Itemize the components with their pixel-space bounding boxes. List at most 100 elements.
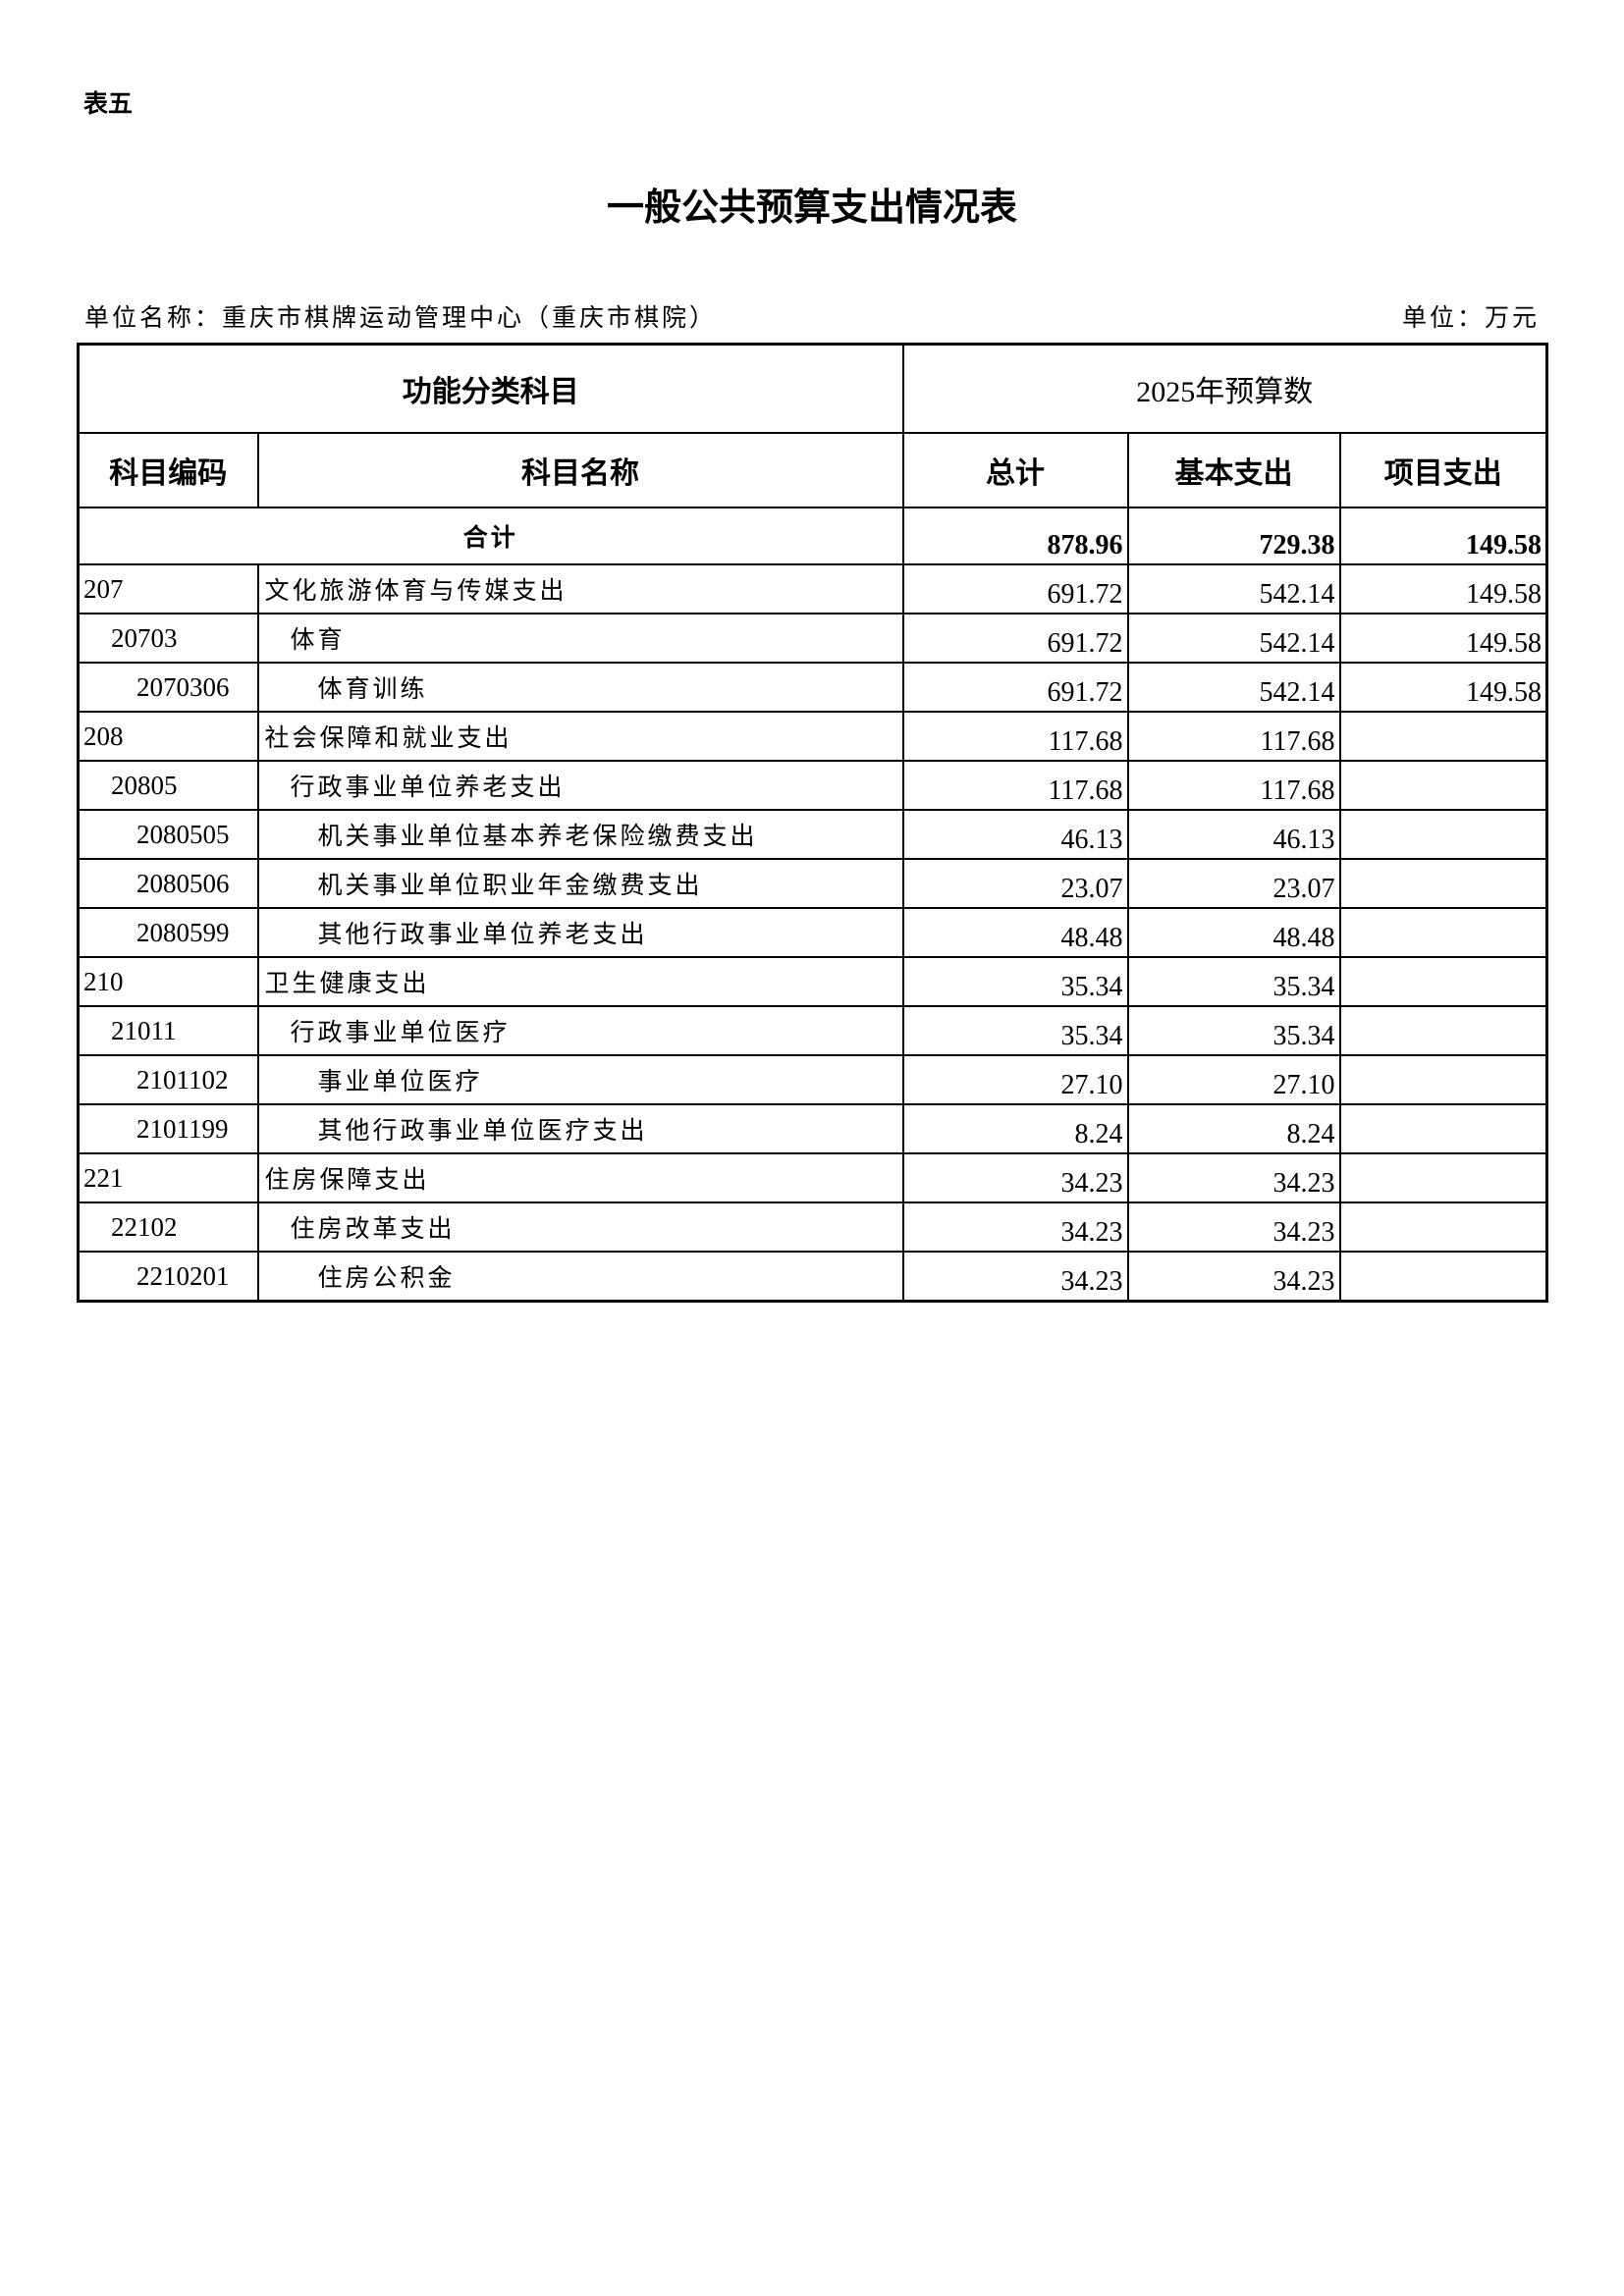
row-basic: 34.23 xyxy=(1126,1251,1341,1303)
row-total: 48.48 xyxy=(901,907,1129,958)
row-total: 8.24 xyxy=(901,1103,1129,1154)
row-code: 2101199 xyxy=(77,1103,259,1154)
header-basic: 基本支出 xyxy=(1126,432,1341,508)
row-code: 2070306 xyxy=(77,662,259,713)
row-basic: 27.10 xyxy=(1126,1054,1341,1105)
table-row: 208 社会保障和就业支出 117.68 117.68 xyxy=(77,711,1548,762)
row-name: 体育 xyxy=(256,613,904,664)
row-total: 691.72 xyxy=(901,613,1129,664)
row-code: 210 xyxy=(77,956,259,1007)
row-name: 文化旅游体育与传媒支出 xyxy=(256,563,904,614)
row-project xyxy=(1338,956,1548,1007)
row-code: 2101102 xyxy=(77,1054,259,1105)
row-basic: 117.68 xyxy=(1126,711,1341,762)
row-name: 卫生健康支出 xyxy=(256,956,904,1007)
row-name: 住房改革支出 xyxy=(256,1201,904,1253)
row-total: 691.72 xyxy=(901,563,1129,614)
row-total: 46.13 xyxy=(901,809,1129,860)
row-project xyxy=(1338,1005,1548,1056)
row-code: 221 xyxy=(77,1152,259,1203)
row-total: 35.34 xyxy=(901,956,1129,1007)
total-basic: 729.38 xyxy=(1126,507,1341,565)
row-name: 其他行政事业单位医疗支出 xyxy=(256,1103,904,1154)
row-name: 其他行政事业单位养老支出 xyxy=(256,907,904,958)
row-project xyxy=(1338,907,1548,958)
row-basic: 48.48 xyxy=(1126,907,1341,958)
row-code: 2080506 xyxy=(77,858,259,909)
table-row: 2080505 机关事业单位基本养老保险缴费支出 46.13 46.13 xyxy=(77,809,1548,860)
budget-table: 功能分类科目 2025年预算数 科目编码 科目名称 总计 基本支出 项目支出 合… xyxy=(77,343,1548,1303)
header-code: 科目编码 xyxy=(77,432,259,508)
total-project: 149.58 xyxy=(1338,507,1548,565)
row-name: 机关事业单位基本养老保险缴费支出 xyxy=(256,809,904,860)
row-project xyxy=(1338,1152,1548,1203)
row-name: 住房保障支出 xyxy=(256,1152,904,1203)
header-name: 科目名称 xyxy=(256,432,904,508)
table-row: 2070306 体育训练 691.72 542.14 149.58 xyxy=(77,662,1548,713)
row-project xyxy=(1338,1103,1548,1154)
row-total: 34.23 xyxy=(901,1152,1129,1203)
table-row: 210 卫生健康支出 35.34 35.34 xyxy=(77,956,1548,1007)
row-name: 体育训练 xyxy=(256,662,904,713)
row-basic: 34.23 xyxy=(1126,1201,1341,1253)
table-row: 2080599 其他行政事业单位养老支出 48.48 48.48 xyxy=(77,907,1548,958)
table-row: 2210201 住房公积金 34.23 34.23 xyxy=(77,1251,1548,1303)
table-row: 20703 体育 691.72 542.14 149.58 xyxy=(77,613,1548,664)
row-total: 27.10 xyxy=(901,1054,1129,1105)
row-code: 22102 xyxy=(77,1201,259,1253)
total-total: 878.96 xyxy=(901,507,1129,565)
unit-name: 单位名称：重庆市棋牌运动管理中心（重庆市棋院） xyxy=(84,303,718,332)
table-label: 表五 xyxy=(83,89,134,118)
row-project xyxy=(1338,858,1548,909)
header-total: 总计 xyxy=(901,432,1129,508)
row-project xyxy=(1338,1251,1548,1303)
row-total: 35.34 xyxy=(901,1005,1129,1056)
row-project: 149.58 xyxy=(1338,613,1548,664)
row-name: 行政事业单位养老支出 xyxy=(256,760,904,811)
row-code: 208 xyxy=(77,711,259,762)
table-row: 221 住房保障支出 34.23 34.23 xyxy=(77,1152,1548,1203)
row-basic: 34.23 xyxy=(1126,1152,1341,1203)
row-code: 2210201 xyxy=(77,1251,259,1303)
table-row: 22102 住房改革支出 34.23 34.23 xyxy=(77,1201,1548,1253)
row-total: 691.72 xyxy=(901,662,1129,713)
table-row: 21011 行政事业单位医疗 35.34 35.34 xyxy=(77,1005,1548,1056)
row-total: 117.68 xyxy=(901,711,1129,762)
row-code: 20805 xyxy=(77,760,259,811)
row-basic: 542.14 xyxy=(1126,563,1341,614)
unit-label: 单位：万元 xyxy=(1401,303,1540,332)
table-row: 2080506 机关事业单位职业年金缴费支出 23.07 23.07 xyxy=(77,858,1548,909)
row-project: 149.58 xyxy=(1338,662,1548,713)
table-row: 2101199 其他行政事业单位医疗支出 8.24 8.24 xyxy=(77,1103,1548,1154)
row-name: 机关事业单位职业年金缴费支出 xyxy=(256,858,904,909)
row-name: 行政事业单位医疗 xyxy=(256,1005,904,1056)
row-name: 事业单位医疗 xyxy=(256,1054,904,1105)
row-basic: 46.13 xyxy=(1126,809,1341,860)
table-row: 207 文化旅游体育与传媒支出 691.72 542.14 149.58 xyxy=(77,563,1548,614)
row-code: 2080599 xyxy=(77,907,259,958)
total-label: 合计 xyxy=(77,507,904,565)
row-project xyxy=(1338,1054,1548,1105)
table-row: 20805 行政事业单位养老支出 117.68 117.68 xyxy=(77,760,1548,811)
row-basic: 117.68 xyxy=(1126,760,1341,811)
row-name: 住房公积金 xyxy=(256,1251,904,1303)
row-basic: 35.34 xyxy=(1126,956,1341,1007)
row-total: 23.07 xyxy=(901,858,1129,909)
row-code: 207 xyxy=(77,563,259,614)
row-project xyxy=(1338,809,1548,860)
row-name: 社会保障和就业支出 xyxy=(256,711,904,762)
row-total: 117.68 xyxy=(901,760,1129,811)
row-basic: 35.34 xyxy=(1126,1005,1341,1056)
row-code: 21011 xyxy=(77,1005,259,1056)
row-code: 2080505 xyxy=(77,809,259,860)
total-row: 合计 878.96 729.38 149.58 xyxy=(77,507,1548,565)
page-title: 一般公共预算支出情况表 xyxy=(606,185,1017,229)
row-basic: 542.14 xyxy=(1126,613,1341,664)
row-basic: 23.07 xyxy=(1126,858,1341,909)
row-total: 34.23 xyxy=(901,1251,1129,1303)
row-total: 34.23 xyxy=(901,1201,1129,1253)
row-code: 20703 xyxy=(77,613,259,664)
header-budget-year: 2025年预算数 xyxy=(901,343,1548,434)
table-row: 2101102 事业单位医疗 27.10 27.10 xyxy=(77,1054,1548,1105)
row-basic: 8.24 xyxy=(1126,1103,1341,1154)
